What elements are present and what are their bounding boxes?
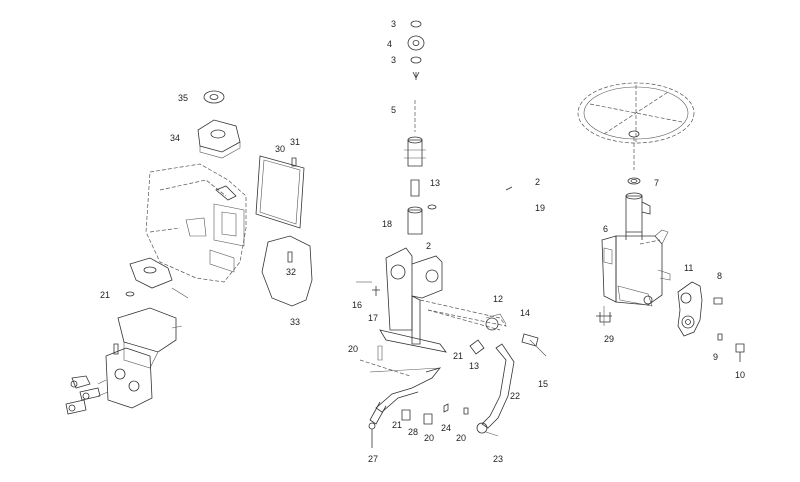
- callout-5: 5: [391, 105, 396, 115]
- steering-column: [601, 177, 671, 307]
- lower-linkage: [359, 339, 515, 448]
- callout-4: 4: [387, 39, 392, 49]
- callout-35: 35: [178, 93, 188, 103]
- callout-30: 30: [275, 144, 285, 154]
- callout-7: 7: [654, 178, 659, 188]
- callout-29: 29: [604, 334, 614, 344]
- callout-2-right: 2: [535, 177, 540, 187]
- callout-22: 22: [510, 391, 520, 401]
- callout-15: 15: [538, 379, 548, 389]
- callout-3-top: 3: [391, 19, 396, 29]
- callout-33: 33: [290, 317, 300, 327]
- main-housing: [125, 163, 247, 299]
- callout-8: 8: [717, 271, 722, 281]
- bracket-part-11: [596, 281, 745, 362]
- callout-3-bottom: 3: [391, 55, 396, 65]
- callout-14: 14: [520, 308, 530, 318]
- callout-28: 28: [408, 427, 418, 437]
- callout-21-center: 21: [453, 351, 463, 361]
- lower-left-valve: [65, 307, 183, 415]
- callout-9: 9: [713, 352, 718, 362]
- center-pedal-bracket: [356, 247, 547, 357]
- callout-17: 17: [368, 313, 378, 323]
- callout-32: 32: [286, 267, 296, 277]
- callout-11: 11: [684, 263, 693, 273]
- callout-21-left: 21: [100, 290, 110, 300]
- top-washer-stack: [407, 20, 425, 80]
- gasket-plate-30: [255, 155, 305, 229]
- callout-24: 24: [441, 423, 451, 433]
- cover-plate-32: [261, 235, 313, 307]
- callout-labels: 3 4 3 5 35 34 31 30 32 33 21 13 18 2 19 …: [100, 19, 745, 464]
- callout-31: 31: [290, 137, 300, 147]
- callout-27: 27: [368, 454, 378, 464]
- callout-20-left: 20: [348, 344, 358, 354]
- callout-18: 18: [382, 219, 392, 229]
- callout-20-right: 20: [456, 433, 466, 443]
- left-top-parts: [197, 90, 241, 159]
- callout-20-lower: 20: [424, 433, 434, 443]
- callout-12: 12: [493, 294, 503, 304]
- callout-6: 6: [603, 224, 608, 234]
- callout-23: 23: [493, 454, 503, 464]
- callout-2-center: 2: [426, 241, 431, 251]
- center-shaft: [404, 100, 513, 235]
- callout-19: 19: [535, 203, 545, 213]
- callout-10: 10: [735, 370, 745, 380]
- steering-wheel: [577, 82, 695, 170]
- callout-21-lower: 21: [392, 420, 402, 430]
- callout-16: 16: [352, 300, 362, 310]
- callout-13-center: 13: [469, 361, 479, 371]
- callout-13-top: 13: [430, 178, 440, 188]
- callout-34: 34: [170, 133, 180, 143]
